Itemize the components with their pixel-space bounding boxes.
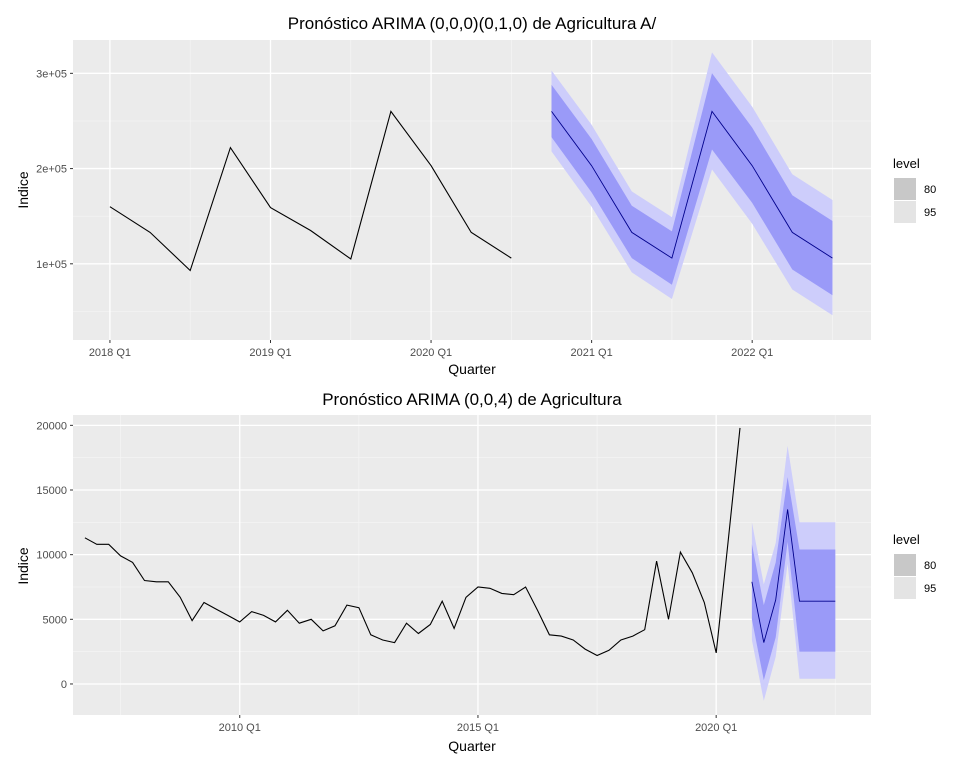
x-tick-label: 2020 Q1 (695, 722, 737, 734)
legend-key-95 (894, 577, 916, 599)
legend-key-80 (894, 554, 916, 576)
chart-top: Pronóstico ARIMA (0,0,0)(0,1,0) de Agric… (15, 14, 936, 377)
legend-title: level (893, 532, 920, 547)
forecast-band-80 (751, 477, 836, 681)
x-axis-title: Quarter (448, 361, 496, 377)
forecast-mean-line (551, 110, 833, 259)
legend-label-80: 80 (924, 560, 936, 572)
y-tick-label: 20000 (36, 420, 67, 432)
y-axis-title: Indice (15, 171, 31, 209)
x-axis-title: Quarter (448, 738, 496, 754)
chart-title: Pronóstico ARIMA (0,0,0)(0,1,0) de Agric… (288, 14, 657, 33)
y-tick-label: 15000 (36, 485, 67, 497)
x-tick-label: 2015 Q1 (457, 722, 499, 734)
legend-key-95 (894, 201, 916, 223)
legend-title: level (893, 156, 920, 171)
x-tick-label: 2019 Q1 (249, 347, 291, 359)
chart-title: Pronóstico ARIMA (0,0,4) de Agricultura (322, 390, 622, 409)
legend-label-95: 95 (924, 583, 936, 595)
y-tick-label: 10000 (36, 550, 67, 562)
x-tick-label: 2020 Q1 (410, 347, 452, 359)
forecast-mean-line (751, 509, 836, 643)
y-axis-title: Indice (15, 547, 31, 585)
legend-label-80: 80 (924, 184, 936, 196)
series-line (84, 427, 741, 657)
y-tick-label: 1e+05 (36, 259, 67, 271)
series-line (109, 110, 512, 272)
legend: level 80 95 (893, 156, 936, 223)
x-tick-label: 2018 Q1 (89, 347, 131, 359)
y-tick-label: 3e+05 (36, 68, 67, 80)
legend: level 80 95 (893, 532, 936, 599)
legend-label-95: 95 (924, 207, 936, 219)
plot-panel (73, 415, 871, 715)
x-tick-label: 2021 Q1 (571, 347, 613, 359)
y-tick-label: 0 (61, 679, 67, 691)
chart-bottom: Pronóstico ARIMA (0,0,4) de Agricultura … (15, 390, 936, 754)
y-tick-label: 5000 (43, 614, 67, 626)
y-tick-label: 2e+05 (36, 164, 67, 176)
legend-key-80 (894, 178, 916, 200)
x-tick-label: 2010 Q1 (219, 722, 261, 734)
x-tick-label: 2022 Q1 (731, 347, 773, 359)
